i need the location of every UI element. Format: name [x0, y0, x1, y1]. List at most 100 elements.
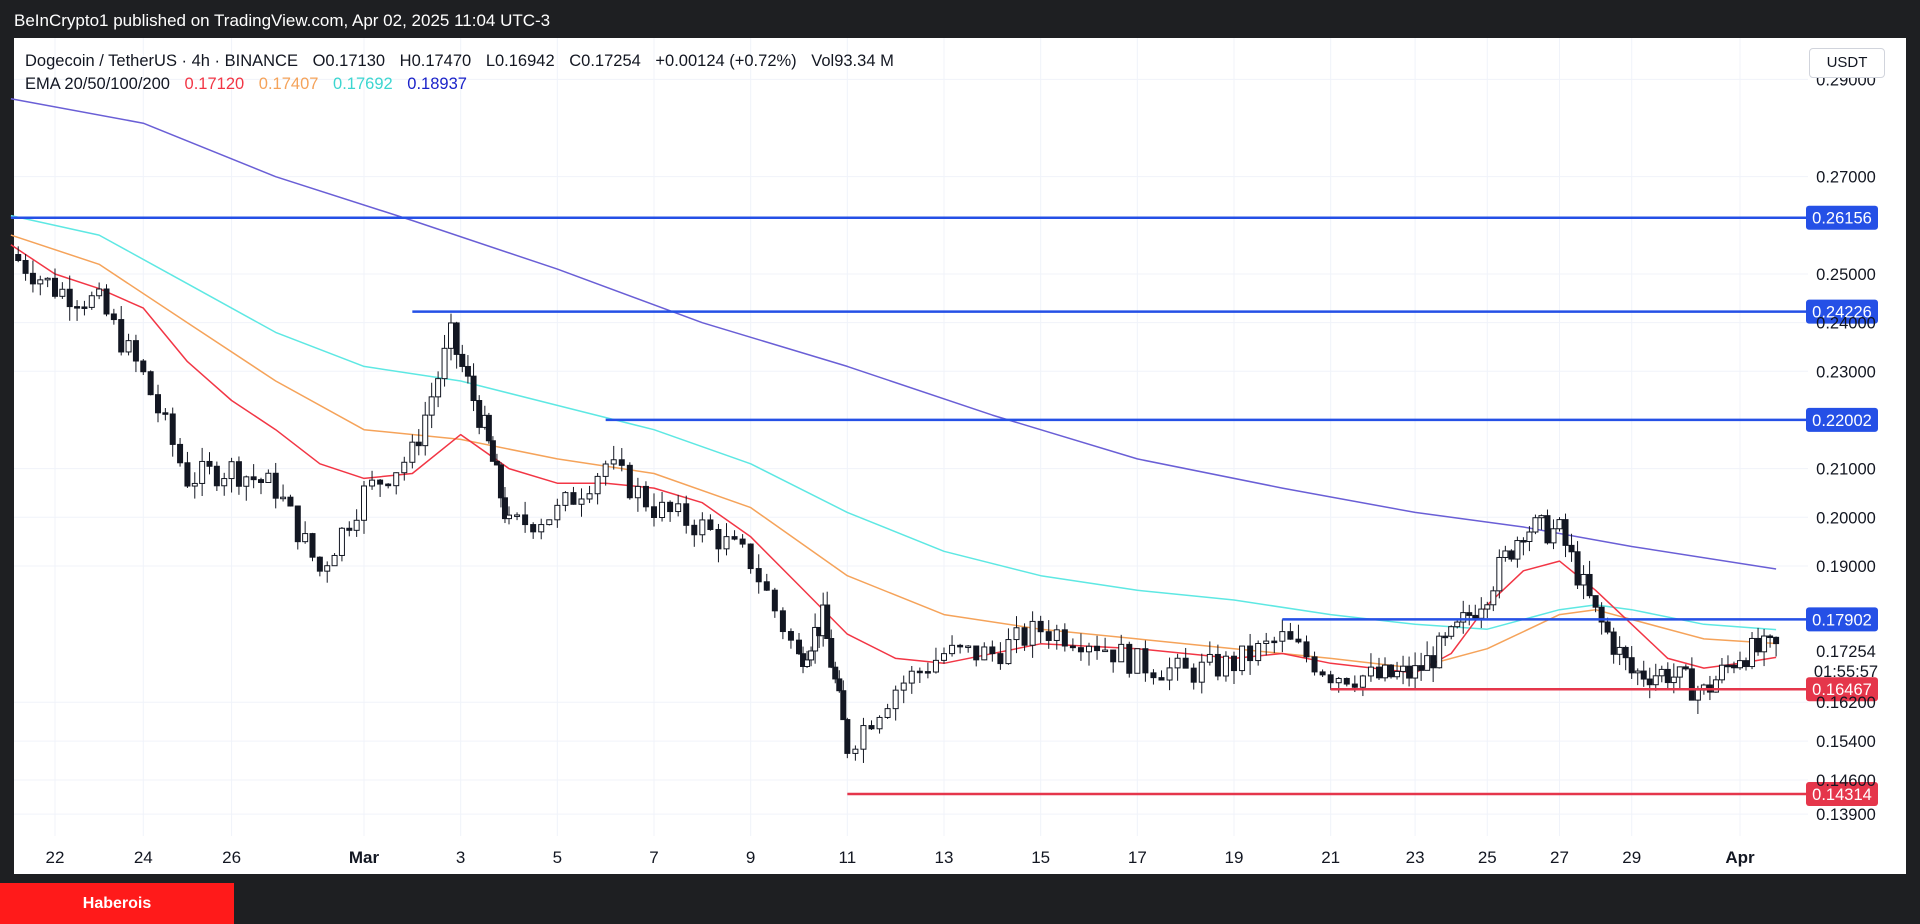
candle [52, 268, 58, 299]
candle [361, 481, 367, 534]
candle [1448, 625, 1455, 640]
candle-body [1743, 660, 1750, 668]
candle-body [530, 524, 537, 533]
candle [642, 481, 649, 512]
candle [546, 519, 553, 526]
candle-body [15, 254, 22, 261]
candle [346, 521, 353, 537]
candle [949, 635, 956, 657]
candle-body [453, 322, 460, 355]
candle [228, 457, 235, 493]
candle-body [860, 725, 867, 750]
candle-body [132, 340, 139, 362]
candle [294, 505, 301, 550]
chart-panel[interactable] [14, 38, 1906, 874]
candle-body [346, 527, 353, 531]
candle [1580, 565, 1587, 600]
candle-body [448, 322, 454, 349]
candle-body [989, 646, 996, 655]
candle [1724, 655, 1731, 674]
high-value: H0.17470 [399, 52, 472, 70]
candle [1773, 636, 1780, 657]
candle [860, 717, 867, 763]
time-tick-label: 23 [1406, 848, 1425, 867]
candle-body [206, 460, 213, 467]
candle [578, 488, 585, 517]
candle [221, 472, 228, 496]
candle-body [1351, 683, 1358, 688]
candle [29, 260, 36, 293]
candle-body [1712, 679, 1719, 693]
candle [1150, 669, 1157, 685]
candle [1287, 622, 1294, 640]
candle-body [1616, 646, 1623, 655]
price-tick-label: 0.21000 [1816, 461, 1876, 479]
candle [1319, 669, 1326, 678]
candle-body [1532, 517, 1539, 533]
symbol-title[interactable]: Dogecoin / TetherUS · 4h · BINANCE [25, 52, 298, 70]
time-tick-label: 15 [1031, 848, 1050, 867]
candle-body [1442, 635, 1449, 639]
candle-body [755, 568, 762, 583]
candle [1664, 662, 1671, 689]
candle [1592, 595, 1599, 613]
candle-body [1142, 648, 1149, 674]
candle [331, 553, 338, 567]
time-tick-label: 17 [1128, 848, 1147, 867]
time-tick-label: 3 [456, 848, 465, 867]
candle [1029, 611, 1036, 658]
candle [1388, 664, 1395, 679]
candle-body [338, 527, 345, 556]
candle-body [1514, 540, 1521, 560]
publish-info: BeInCrypto1 published on TradingView.com… [14, 11, 551, 30]
candle-body [37, 279, 44, 285]
candle [812, 613, 819, 664]
ema-label[interactable]: EMA 20/50/100/200 [25, 75, 170, 93]
time-tick-label: 29 [1622, 848, 1641, 867]
candle-body [659, 501, 666, 519]
candle [586, 485, 593, 504]
candle-body [546, 519, 553, 526]
candle-body [1094, 645, 1101, 652]
candle [1743, 657, 1750, 671]
ema50-value: 0.17407 [258, 75, 319, 93]
candle-body [1676, 666, 1683, 678]
chart-legend: Dogecoin / TetherUS · 4h · BINANCE O0.17… [25, 50, 904, 96]
candle [59, 282, 66, 299]
candle [184, 451, 191, 488]
candle [191, 472, 198, 499]
candle-body [331, 554, 338, 567]
time-tick-label: 19 [1225, 848, 1244, 867]
candle-body [691, 524, 698, 536]
candle-body [1061, 629, 1068, 647]
candle-body [1382, 664, 1389, 679]
candle [618, 448, 625, 472]
candle [338, 527, 345, 562]
candle-body [1327, 674, 1334, 684]
candle [908, 666, 915, 694]
candle [763, 573, 770, 591]
candle [1190, 663, 1197, 690]
candle [1142, 640, 1149, 682]
candle [804, 650, 811, 668]
candle-body [651, 506, 657, 519]
candle [634, 477, 641, 512]
time-tick-label: 24 [134, 848, 153, 867]
bar-countdown-label: 01:55:57 [1814, 663, 1878, 681]
candle [1102, 637, 1109, 653]
candle [369, 470, 376, 490]
time-tick-label: Apr [1725, 848, 1755, 867]
candle-body [1053, 629, 1060, 641]
candle [1616, 636, 1623, 666]
candle [675, 494, 682, 517]
candle-body [1319, 671, 1326, 676]
candle-body [385, 483, 392, 487]
candle [1574, 541, 1581, 590]
candle-body [514, 514, 521, 517]
candle-body [1544, 515, 1551, 544]
currency-unit-button[interactable]: USDT [1809, 48, 1885, 78]
candle [1367, 653, 1374, 682]
candle-body [594, 475, 601, 495]
candle-body [1688, 668, 1695, 701]
